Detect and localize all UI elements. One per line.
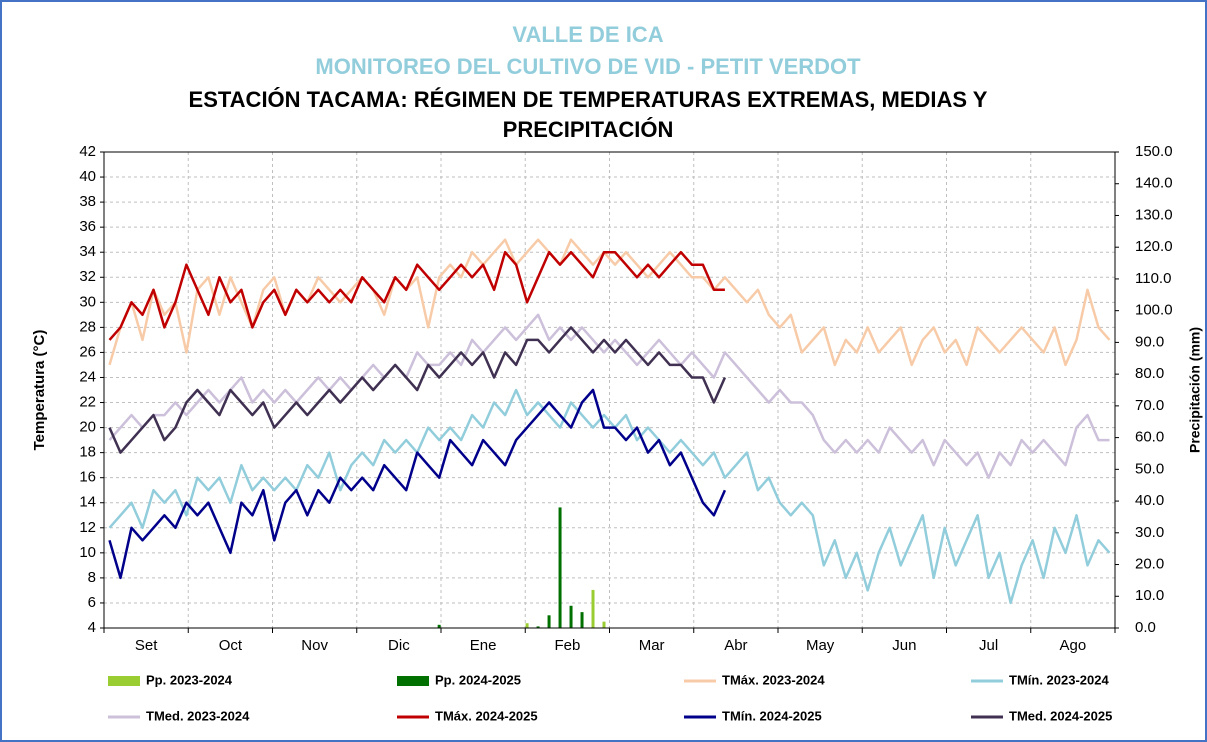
y-tick-label: 22	[79, 393, 96, 410]
y2-tick-label: 70.0	[1135, 397, 1164, 414]
y-tick-label: 36	[79, 218, 96, 235]
x-tick-label: Ago	[1060, 637, 1087, 654]
series-line	[108, 388, 727, 580]
y2-tick-label: 130.0	[1135, 206, 1173, 223]
x-tick-label: Jul	[979, 637, 998, 654]
x-tick-label: Feb	[554, 637, 580, 654]
bar	[437, 624, 441, 628]
legend-label: Pp. 2023-2024	[146, 672, 233, 687]
x-tick-label: Mar	[639, 637, 665, 654]
y-tick-label: 14	[79, 494, 96, 511]
legend-label: TMín. 2024-2025	[722, 708, 822, 723]
series-line	[108, 388, 1111, 605]
y-tick-label: 8	[88, 569, 96, 586]
y2-tick-label: 110.0	[1135, 270, 1171, 287]
y2-tick-label: 0.0	[1135, 619, 1156, 636]
y-tick-label: 40	[79, 168, 96, 185]
y2-tick-label: 60.0	[1135, 429, 1164, 446]
legend-label: TMed. 2023-2024	[146, 708, 250, 723]
y-tick-label: 32	[79, 268, 96, 285]
x-tick-label: Nov	[301, 637, 328, 654]
y2-tick-label: 100.0	[1135, 302, 1173, 319]
series-line	[108, 238, 1111, 367]
bar	[569, 605, 573, 628]
y-tick-label: 20	[79, 419, 96, 436]
series-line	[108, 250, 725, 341]
legend-label: TMed. 2024-2025	[1009, 708, 1112, 723]
legend-label: TMáx. 2024-2025	[435, 708, 538, 723]
y2-tick-label: 140.0	[1135, 175, 1173, 192]
plot-border	[103, 151, 1116, 629]
x-tick-label: Dic	[388, 637, 410, 654]
y2-tick-label: 90.0	[1135, 333, 1164, 350]
y2-tick-label: 150.0	[1135, 143, 1173, 160]
legend-label: Pp. 2024-2025	[435, 672, 521, 687]
y2-tick-label: 120.0	[1135, 238, 1173, 255]
y-tick-label: 24	[79, 368, 96, 385]
legend-label: TMáx. 2023-2024	[722, 672, 825, 687]
y2-tick-label: 20.0	[1135, 556, 1164, 573]
x-tick-label: Jun	[892, 637, 916, 654]
bar	[525, 623, 529, 628]
y-tick-label: 42	[79, 143, 96, 160]
legend-label: TMín. 2023-2024	[1009, 672, 1109, 687]
bar	[591, 589, 595, 628]
legend-swatch	[108, 676, 140, 686]
y-tick-label: 4	[88, 619, 96, 636]
x-tick-label: Set	[135, 637, 158, 654]
bar	[602, 621, 606, 628]
y-tick-label: 26	[79, 343, 96, 360]
y-tick-label: 38	[79, 193, 96, 210]
y2-tick-label: 40.0	[1135, 492, 1164, 509]
y-tick-label: 12	[79, 519, 96, 536]
y-tick-label: 16	[79, 469, 96, 486]
y2-axis-title: Precipitación (mm)	[1187, 327, 1203, 453]
bar	[547, 615, 551, 628]
y-tick-label: 10	[79, 544, 96, 561]
y-tick-label: 28	[79, 318, 96, 335]
series-line	[108, 326, 727, 454]
subtitle: VALLE DE ICA	[512, 22, 663, 47]
y2-tick-label: 80.0	[1135, 365, 1164, 382]
bar	[536, 626, 540, 628]
y2-tick-label: 30.0	[1135, 524, 1164, 541]
x-tick-label: Ene	[470, 637, 497, 654]
y-axis-title: Temperatura (°C)	[31, 330, 48, 451]
y2-tick-label: 50.0	[1135, 460, 1164, 477]
legend-swatch	[397, 676, 429, 686]
y-tick-label: 30	[79, 293, 96, 310]
bar	[558, 507, 562, 628]
y-tick-label: 34	[79, 243, 96, 260]
y2-tick-label: 10.0	[1135, 587, 1164, 604]
y-tick-label: 18	[79, 444, 96, 461]
chart-title: PRECIPITACIÓN	[503, 117, 674, 142]
bar	[580, 612, 584, 628]
x-tick-label: May	[806, 637, 835, 654]
x-tick-label: Oct	[219, 637, 243, 654]
subtitle: MONITOREO DEL CULTIVO DE VID - PETIT VER…	[315, 54, 861, 79]
x-tick-label: Abr	[724, 637, 747, 654]
y-tick-label: 6	[88, 594, 96, 611]
chart-title: ESTACIÓN TACAMA: RÉGIMEN DE TEMPERATURAS…	[189, 87, 988, 112]
